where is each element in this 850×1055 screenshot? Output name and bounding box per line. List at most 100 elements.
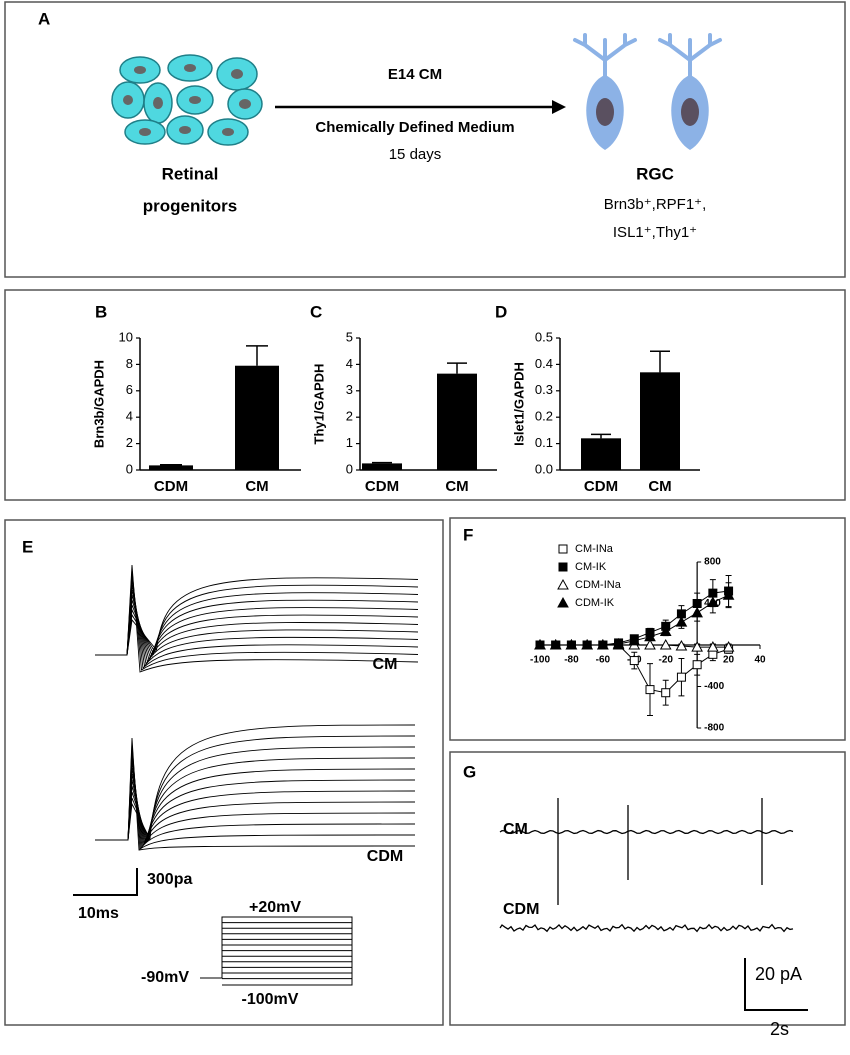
trace-label: CDM — [367, 848, 403, 865]
x-tick-label: 20 — [723, 655, 735, 666]
x-tick-label: -20 — [658, 655, 673, 666]
protocol-label: -100mV — [242, 991, 299, 1008]
scale-label: 2s — [770, 1019, 789, 1039]
trace — [95, 755, 416, 849]
trace — [95, 768, 416, 844]
recording — [499, 923, 794, 933]
y-tick-label: 3 — [346, 382, 353, 397]
y-tick-label: 0.2 — [535, 409, 553, 424]
y-axis-label: Brn3b/GAPDH — [91, 360, 106, 448]
y-tick-label: 1 — [346, 435, 353, 450]
y-tick-label: 6 — [126, 382, 133, 397]
x-tick-label: CDM — [154, 478, 188, 495]
y-tick-label: 0.0 — [535, 461, 553, 476]
trace — [95, 599, 419, 658]
point — [707, 596, 719, 607]
recording-traces — [499, 798, 794, 933]
rgc-bodies — [586, 75, 709, 150]
point — [707, 641, 719, 652]
panel-bcd-frame — [4, 289, 846, 501]
scale-bar — [744, 958, 808, 1011]
point — [675, 640, 688, 651]
point — [659, 625, 672, 637]
scale-label: 20 pA — [755, 964, 802, 984]
point — [565, 638, 578, 650]
trace — [95, 594, 419, 662]
target-label: RGC — [636, 164, 674, 183]
panel-e-frame — [4, 519, 444, 1026]
trace — [95, 735, 416, 841]
y-tick-label: 5 — [346, 329, 353, 344]
trace — [95, 767, 416, 846]
y-tick-label: 0.5 — [535, 329, 553, 344]
bar — [235, 365, 279, 470]
trace — [95, 579, 419, 668]
x-tick-label: -100 — [530, 655, 550, 666]
duration-label: 15 days — [389, 146, 442, 163]
trace — [95, 584, 419, 666]
panel-letter: G — [463, 762, 476, 781]
y-tick-label: 10 — [119, 329, 133, 344]
trace — [95, 746, 416, 842]
x-tick-label: -60 — [596, 655, 611, 666]
point — [722, 589, 735, 600]
bar — [362, 463, 402, 470]
y-axis-label: Islet1/GAPDH — [511, 362, 526, 446]
bar — [437, 373, 477, 470]
current-traces — [95, 564, 419, 851]
panel-letter: C — [310, 302, 322, 321]
rgc-cells — [573, 33, 722, 84]
point — [549, 638, 562, 650]
panel-letter: A — [38, 9, 50, 28]
legend-marker — [558, 544, 568, 554]
protocol-label: -90mV — [141, 969, 189, 986]
x-tick-label: 40 — [754, 655, 766, 666]
y-tick-label: 2 — [346, 409, 353, 424]
legend-marker — [557, 596, 569, 608]
source-label: Retinal — [162, 164, 219, 183]
panel-letter: B — [95, 302, 107, 321]
recording-label: CDM — [503, 901, 539, 918]
trace-label: CM — [373, 656, 398, 673]
error-bar — [246, 345, 268, 366]
source-label: progenitors — [143, 196, 237, 215]
y-tick-label: 8 — [126, 356, 133, 371]
error-bar — [372, 461, 392, 464]
point — [581, 638, 593, 650]
point — [644, 638, 656, 650]
y-tick-label: 2 — [126, 435, 133, 450]
scale-label: 300pa — [147, 871, 192, 888]
point — [612, 637, 625, 649]
legend-label: CM-IK — [575, 561, 607, 573]
bar — [581, 438, 621, 470]
panel-letter: F — [463, 525, 473, 544]
point — [691, 641, 703, 652]
y-tick-label: 0 — [126, 461, 133, 476]
y-tick-label: 800 — [704, 557, 721, 568]
panel-letter: E — [22, 537, 33, 556]
point — [675, 616, 688, 627]
trace — [95, 569, 419, 671]
bar — [149, 465, 193, 470]
trace — [95, 737, 416, 851]
trace — [95, 589, 419, 664]
recording-label: CM — [503, 821, 528, 838]
point — [629, 656, 639, 666]
point — [691, 606, 703, 618]
x-tick-label: CM — [648, 478, 671, 495]
y-tick-label: 0.4 — [535, 356, 553, 371]
legend-label: CM-INa — [575, 543, 614, 555]
error-bar — [650, 350, 670, 373]
point — [597, 638, 609, 650]
x-tick-label: CDM — [365, 478, 399, 495]
error-bar — [160, 463, 182, 466]
x-tick-label: CM — [445, 478, 468, 495]
condition-label: Chemically Defined Medium — [315, 119, 514, 136]
point — [645, 685, 655, 695]
y-tick-label: 0 — [346, 461, 353, 476]
x-tick-label: -80 — [564, 655, 579, 666]
y-tick-label: -800 — [704, 723, 724, 734]
error-bar — [591, 433, 611, 439]
trace — [95, 574, 419, 669]
